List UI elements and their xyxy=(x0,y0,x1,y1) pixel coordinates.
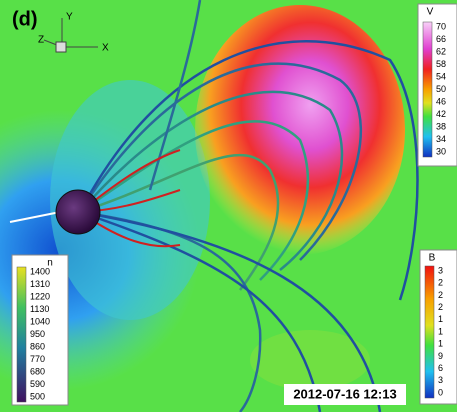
colorbar-label: 1220 xyxy=(30,291,50,301)
panel-label: (d) xyxy=(12,8,38,30)
colorbar-label: 58 xyxy=(436,59,446,69)
colorbar-label: 34 xyxy=(436,134,446,144)
colorbar-label: 1040 xyxy=(30,316,50,326)
colorbar-label: 1400 xyxy=(30,266,50,276)
colorbar-label: 860 xyxy=(30,341,45,351)
colorbar-label: 1310 xyxy=(30,279,50,289)
colorbar-label: 0 xyxy=(438,387,443,397)
colorbar-label: 46 xyxy=(436,96,446,106)
colorbar-label: 1130 xyxy=(30,304,49,314)
sun xyxy=(56,190,100,234)
colorbar-label: 2 xyxy=(438,290,443,300)
timestamp: 2012-07-16 12:13 xyxy=(293,386,396,401)
colorbar-label: 38 xyxy=(436,121,446,131)
colorbar-label: 54 xyxy=(436,71,446,81)
colorbar-label: 680 xyxy=(30,366,45,376)
colorbar-label: 770 xyxy=(30,354,45,364)
colorbar-label: 500 xyxy=(30,391,45,401)
colorbar-label: 3 xyxy=(438,375,443,385)
colorbar-label: 50 xyxy=(436,84,446,94)
colorbar-label: 70 xyxy=(436,21,446,31)
colorbar xyxy=(423,22,432,157)
axis-label: X xyxy=(102,43,109,54)
colorbar xyxy=(425,266,434,398)
axis-label: Z xyxy=(38,35,44,46)
colorbar-title: V xyxy=(427,7,434,18)
colorbar-label: 6 xyxy=(438,363,443,373)
colorbar-label: 66 xyxy=(436,34,446,44)
colorbar-label: 2 xyxy=(438,302,443,312)
colorbar-label: 62 xyxy=(436,46,446,56)
colorbar-label: 2 xyxy=(438,278,443,288)
colorbar-label: 1 xyxy=(438,326,443,336)
colorbar-title: B xyxy=(429,253,436,264)
colorbar-label: 950 xyxy=(30,329,45,339)
colorbar-label: 3 xyxy=(438,265,443,275)
axis-label: Y xyxy=(66,12,73,23)
colorbar-label: 9 xyxy=(438,351,443,361)
colorbar-label: 1 xyxy=(438,339,443,349)
colorbar-label: 590 xyxy=(30,379,45,389)
colorbar-label: 42 xyxy=(436,109,446,119)
colorbar xyxy=(17,267,26,402)
colorbar-label: 30 xyxy=(436,146,446,156)
colorbar-label: 1 xyxy=(438,314,443,324)
figure: (d) Y Z X V7066625854504642383430B322211… xyxy=(0,0,457,412)
